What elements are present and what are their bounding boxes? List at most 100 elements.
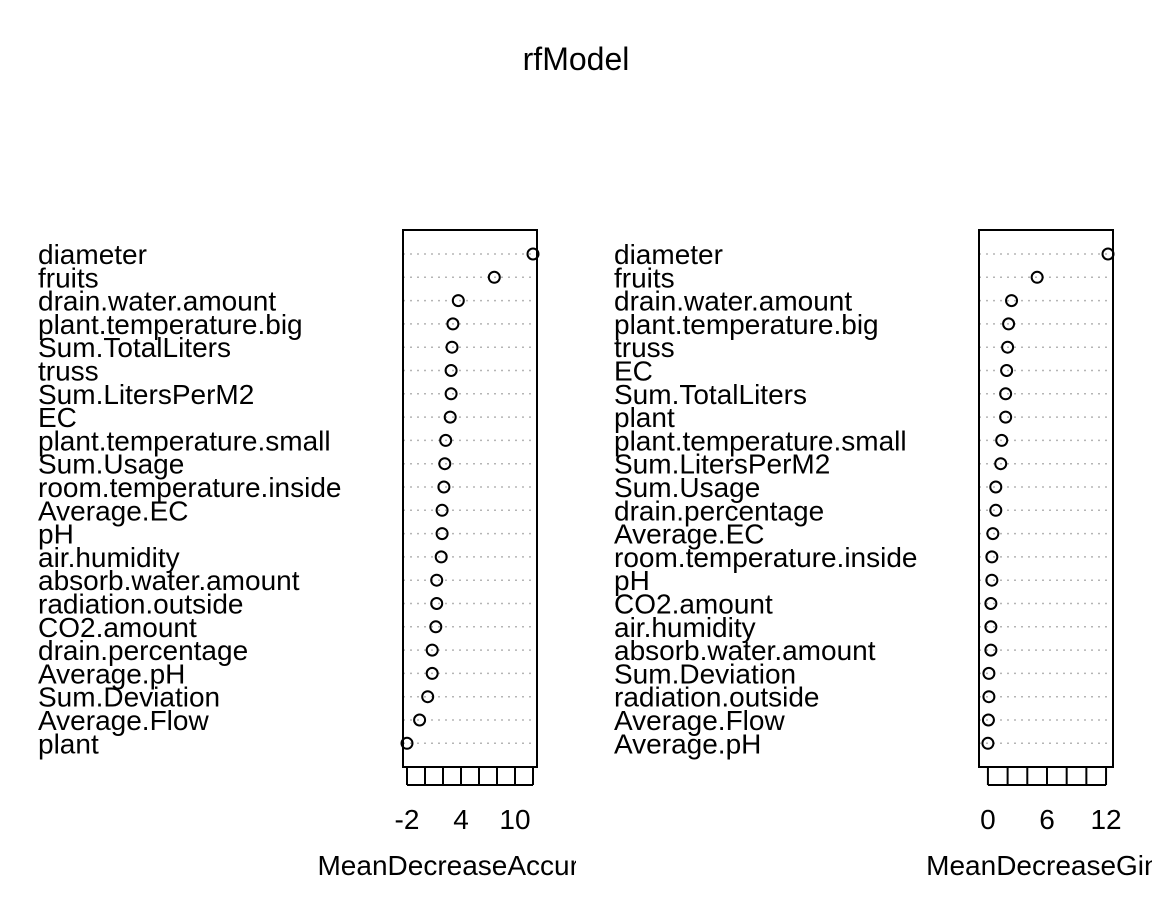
data-point: [444, 387, 458, 401]
data-point: [994, 457, 1008, 471]
panel-mean-decrease-accuracy: diameterfruitsdrain.water.amountplant.te…: [38, 229, 622, 881]
category-label: plant: [614, 402, 675, 433]
category-label: Sum.Deviation: [38, 682, 220, 713]
data-point: [985, 550, 999, 564]
data-point: [984, 643, 998, 657]
data-point: [999, 410, 1013, 424]
data-point: [439, 433, 453, 447]
category-label: drain.percentage: [38, 635, 248, 666]
category-label: plant: [38, 728, 99, 759]
category-label: fruits: [38, 262, 99, 293]
category-label: air.humidity: [614, 612, 756, 643]
data-point: [438, 457, 452, 471]
data-point: [425, 666, 439, 680]
category-label: radiation.outside: [38, 589, 243, 620]
x-axis-title: MeanDecreaseGini: [926, 850, 1152, 881]
panel-mean-decrease-gini: diameterfruitsdrain.water.amountplant.te…: [614, 229, 1152, 881]
category-label: air.humidity: [38, 542, 180, 573]
category-label: diameter: [38, 239, 147, 270]
data-point: [444, 364, 458, 377]
data-point: [982, 666, 996, 680]
data-point: [434, 550, 448, 564]
data-point: [999, 387, 1013, 401]
data-point: [989, 503, 1003, 517]
data-point: [1005, 294, 1019, 308]
category-label: Average.EC: [38, 495, 188, 526]
data-point: [1002, 317, 1016, 331]
data-point: [989, 480, 1003, 494]
data-point: [413, 713, 427, 727]
category-label: Average.pH: [614, 728, 761, 759]
category-label: radiation.outside: [614, 682, 819, 713]
category-label: EC: [614, 356, 653, 387]
category-label: room.temperature.inside: [38, 472, 341, 503]
data-point: [421, 690, 435, 704]
tick-label: -2: [395, 804, 420, 835]
category-label: Sum.TotalLiters: [38, 332, 231, 363]
category-label: CO2.amount: [38, 612, 197, 643]
category-label: Sum.Usage: [38, 449, 184, 480]
category-label: plant.temperature.big: [614, 309, 879, 340]
category-label: truss: [614, 332, 675, 363]
data-point: [429, 620, 443, 634]
tick-label: 12: [1090, 804, 1121, 835]
plot-box: [978, 229, 1114, 768]
data-point: [981, 736, 995, 750]
category-label: plant.temperature.small: [38, 425, 331, 456]
data-point: [982, 690, 996, 704]
category-label: Sum.LitersPerM2: [38, 379, 254, 410]
tick-label: 4: [453, 804, 469, 835]
category-label: pH: [38, 519, 74, 550]
data-point: [1000, 364, 1014, 377]
data-point: [425, 643, 439, 657]
data-point: [435, 527, 449, 541]
data-point: [445, 340, 459, 354]
category-label: Sum.TotalLiters: [614, 379, 807, 410]
data-point: [995, 433, 1009, 447]
category-label: Sum.LitersPerM2: [614, 449, 830, 480]
category-label: drain.water.amount: [38, 286, 276, 317]
data-point: [986, 527, 1000, 541]
data-point: [437, 480, 451, 494]
category-label: Average.Flow: [614, 705, 785, 736]
category-label: Sum.Deviation: [614, 658, 796, 689]
plot-box: [402, 229, 538, 768]
chart-title: rfModel: [523, 41, 630, 77]
category-label: fruits: [614, 262, 675, 293]
category-label: diameter: [614, 239, 723, 270]
data-point: [526, 247, 540, 261]
category-label: drain.water.amount: [614, 286, 852, 317]
tick-label: 10: [499, 804, 530, 835]
category-label: Average.Flow: [38, 705, 209, 736]
x-axis-title: MeanDecreaseAccuracy: [317, 850, 622, 881]
data-point: [435, 503, 449, 517]
category-label: CO2.amount: [614, 589, 773, 620]
category-label: Average.pH: [38, 658, 185, 689]
category-label: room.temperature.inside: [614, 542, 917, 573]
data-point: [430, 597, 444, 610]
tick-label: 0: [980, 804, 996, 835]
category-label: absorb.water.amount: [38, 565, 300, 596]
data-point: [1101, 247, 1115, 261]
data-point: [984, 620, 998, 634]
category-label: truss: [38, 356, 99, 387]
category-label: Sum.Usage: [614, 472, 760, 503]
data-point: [400, 736, 414, 750]
data-point: [981, 713, 995, 727]
category-label: Average.EC: [614, 519, 764, 550]
category-label: EC: [38, 402, 77, 433]
category-label: drain.percentage: [614, 495, 824, 526]
data-point: [985, 573, 999, 587]
category-label: plant.temperature.small: [614, 425, 907, 456]
category-label: plant.temperature.big: [38, 309, 303, 340]
data-point: [1030, 270, 1044, 284]
data-point: [451, 294, 465, 308]
data-point: [446, 317, 460, 331]
category-label: absorb.water.amount: [614, 635, 876, 666]
tick-label: 6: [1039, 804, 1055, 835]
data-point: [1001, 340, 1015, 354]
data-point: [984, 597, 998, 610]
category-label: pH: [614, 565, 650, 596]
data-point: [430, 573, 444, 587]
